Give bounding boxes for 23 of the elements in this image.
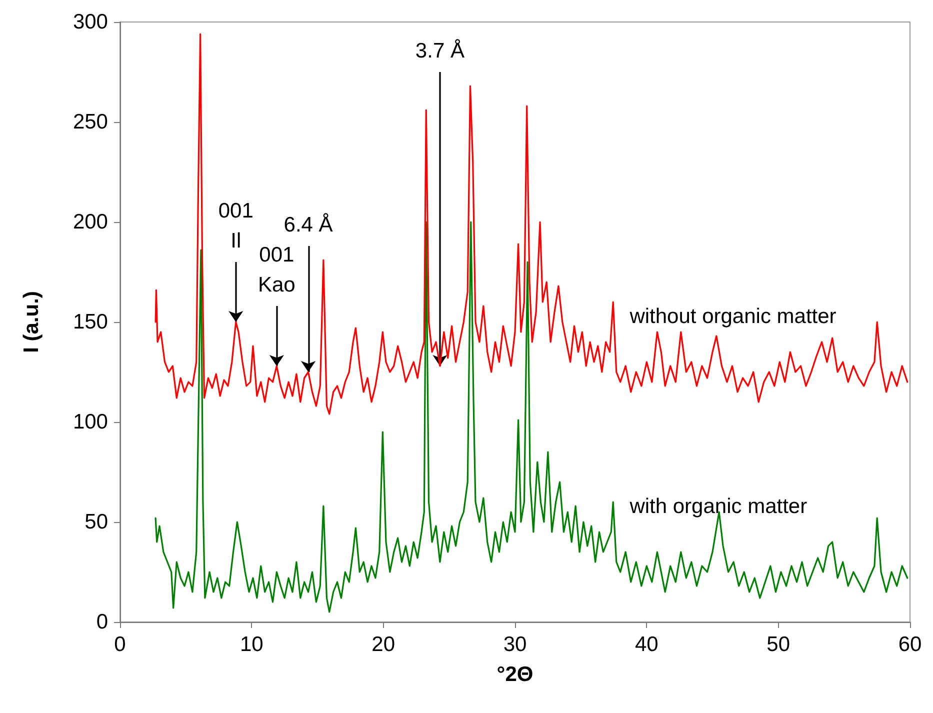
y-tick-label: 100	[72, 410, 108, 434]
y-tick-label: 250	[72, 110, 108, 134]
x-tick-label: 50	[766, 633, 790, 656]
x-tick-label: 40	[634, 633, 658, 656]
x-tick-label: 10	[240, 633, 264, 656]
x-axis-title: °2Θ	[496, 663, 534, 686]
line-series	[154, 33, 908, 415]
y-axis-title: I (a.u.)	[20, 291, 43, 353]
y-tick-label: 0	[96, 610, 108, 634]
y-tick-label: 50	[84, 510, 108, 534]
y-tick-label: 150	[72, 310, 108, 334]
series-label: without organic matter	[628, 305, 836, 328]
annotation: 3.7 Å	[415, 38, 464, 62]
x-tick-label: 30	[503, 633, 527, 656]
x-tick-label: 60	[898, 633, 922, 656]
annotation: 001 Kao	[258, 244, 296, 296]
y-tick-label: 200	[72, 210, 108, 234]
annotation: 001 Il	[218, 200, 254, 252]
x-tick-label: 20	[372, 633, 396, 656]
y-tick-label: 300	[72, 10, 108, 34]
x-tick-label: 0	[114, 633, 126, 656]
annotation: 6.4 Å	[284, 212, 333, 236]
series-label: with organic matter	[628, 495, 808, 518]
